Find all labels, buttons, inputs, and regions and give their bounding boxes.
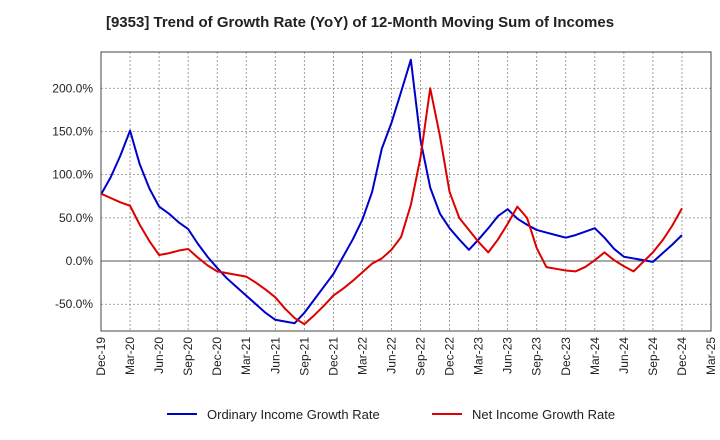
- chart-title: [9353] Trend of Growth Rate (YoY) of 12-…: [105, 14, 615, 31]
- x-tick-label: Mar-25: [704, 337, 718, 375]
- y-tick-label: 150.0%: [52, 124, 93, 138]
- x-tick-label: Sep-20: [181, 337, 195, 376]
- y-axis-tick-labels: 200.0% 150.0% 100.0% 50.0% 0.0% -50.0%: [52, 81, 93, 311]
- x-tick-label: Mar-21: [239, 337, 253, 375]
- x-tick-label: Sep-22: [414, 337, 428, 376]
- x-tick-label: Sep-23: [530, 337, 544, 376]
- x-tick-label: Sep-21: [297, 337, 311, 376]
- y-tick-label: 100.0%: [52, 168, 93, 182]
- x-axis-tick-labels: Dec-19 Mar-20 Jun-20 Sep-20 Dec-20 Mar-21 Jun-…: [94, 337, 718, 376]
- y-tick-label: 0.0%: [66, 254, 94, 268]
- x-tick-label: Jun-23: [501, 337, 515, 374]
- x-tick-label: Mar-24: [588, 337, 602, 375]
- x-tick-label: Dec-21: [326, 337, 340, 376]
- y-tick-label: 50.0%: [59, 211, 93, 225]
- x-tick-label: Dec-24: [675, 337, 689, 376]
- y-tick-label: -50.0%: [55, 297, 93, 311]
- x-tick-label: Mar-23: [472, 337, 486, 375]
- x-tick-label: Dec-22: [443, 337, 457, 376]
- grid-lines: [100, 52, 712, 331]
- y-tick-label: 200.0%: [52, 81, 93, 95]
- x-tick-label: Dec-23: [559, 337, 573, 376]
- plot-frame: [100, 51, 712, 332]
- x-tick-label: Dec-19: [94, 337, 108, 376]
- series-line-net-income: [100, 87, 683, 326]
- x-tick-label: Dec-20: [210, 337, 224, 376]
- legend-label: Ordinary Income Growth Rate: [207, 407, 380, 422]
- legend-label: Net Income Growth Rate: [472, 407, 615, 422]
- x-tick-label: Mar-22: [355, 337, 369, 375]
- x-tick-label: Jun-24: [617, 337, 631, 374]
- series-line-ordinary-income: [100, 58, 683, 325]
- x-tick-label: Jun-21: [268, 337, 282, 374]
- x-tick-label: Jun-22: [384, 337, 398, 374]
- series-lines: [100, 58, 683, 326]
- legend: Ordinary Income Growth Rate Net Income Gr…: [167, 407, 615, 422]
- x-tick-label: Mar-20: [123, 337, 137, 375]
- x-tick-label: Sep-24: [646, 337, 660, 376]
- x-tick-label: Jun-20: [152, 337, 166, 374]
